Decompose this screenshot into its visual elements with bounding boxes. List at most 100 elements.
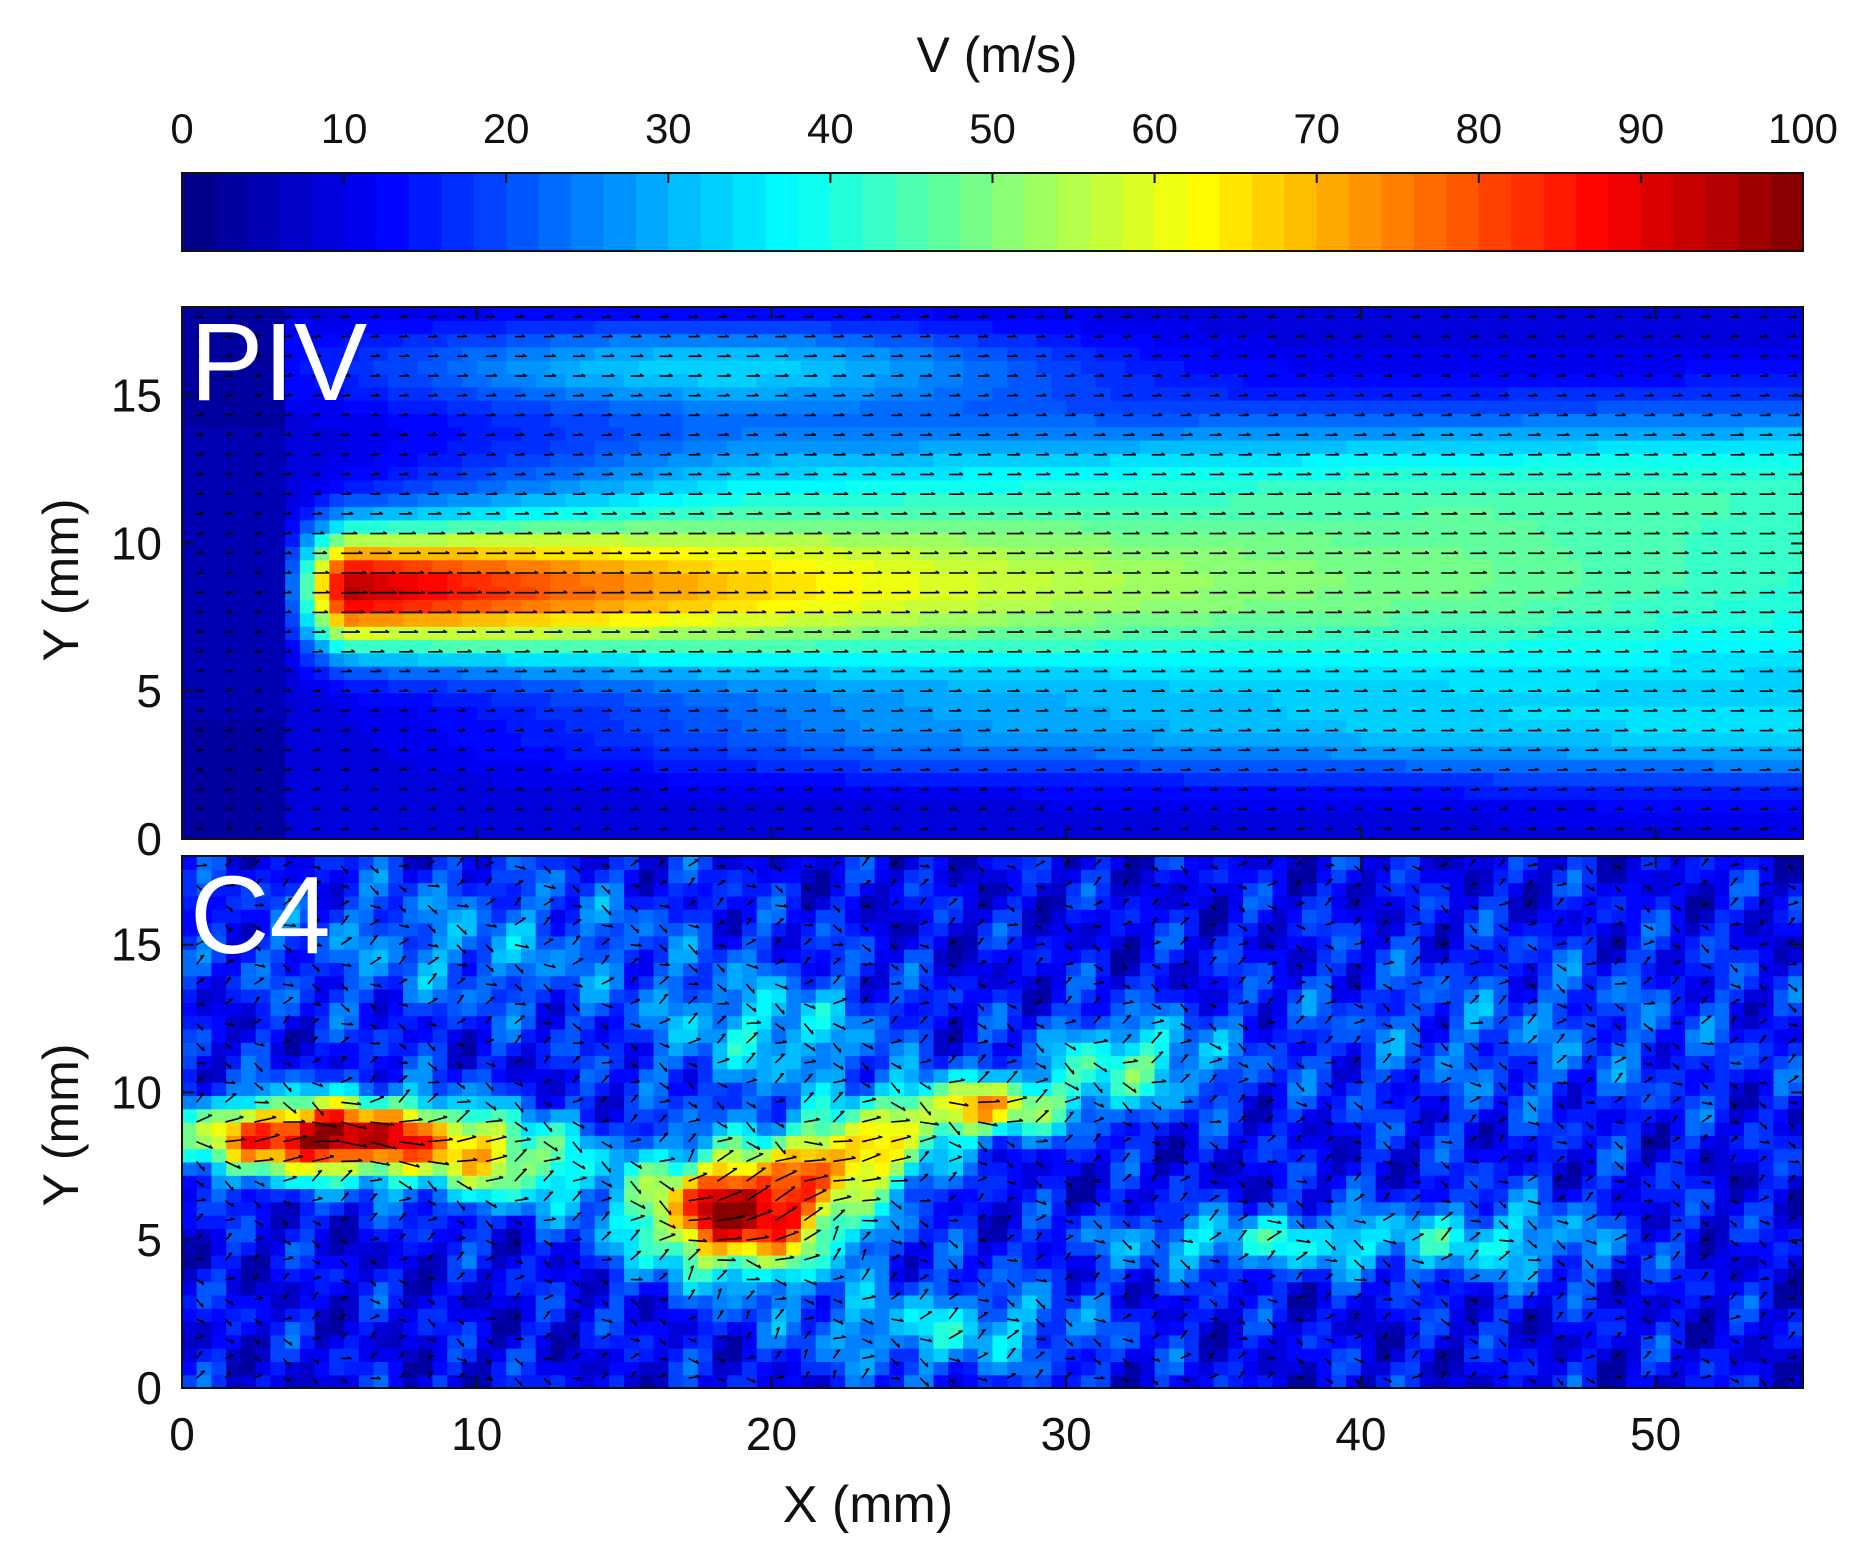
heatmap-cell [992, 519, 1008, 534]
heatmap-cell [638, 533, 655, 547]
heatmap-cell [1272, 706, 1288, 720]
heatmap-cell [1626, 612, 1642, 627]
heatmap-cell [918, 692, 935, 707]
heatmap-cell [1316, 626, 1333, 641]
heatmap-cell [1213, 706, 1229, 720]
velocity-arrowhead [345, 708, 350, 712]
heatmap-cell [1139, 506, 1156, 521]
heatmap-cell [1523, 825, 1539, 839]
heatmap-cell [388, 320, 404, 335]
velocity-arrowhead [257, 806, 262, 811]
heatmap-cell [1316, 307, 1333, 321]
heatmap-cell [1508, 732, 1524, 747]
heatmap-cell [1523, 679, 1539, 694]
velocity-arrowhead [287, 393, 293, 397]
heatmap-cell [358, 400, 375, 414]
heatmap-cell [1626, 719, 1642, 734]
heatmap-cell [1169, 612, 1185, 627]
heatmap-cell [800, 745, 817, 760]
heatmap-cell [1139, 719, 1156, 734]
heatmap-cell [683, 719, 699, 734]
heatmap-cell [859, 626, 876, 641]
heatmap-cell [1581, 573, 1598, 587]
heatmap-cell [1744, 732, 1760, 747]
heatmap-cell [1066, 626, 1082, 641]
heatmap-cell [1110, 745, 1126, 760]
heatmap-cell [859, 413, 876, 428]
heatmap-cell [1773, 533, 1789, 547]
heatmap-cell [1139, 360, 1156, 375]
heatmap-cell [741, 612, 758, 627]
heatmap-cell [786, 732, 802, 747]
heatmap-cell [1493, 812, 1509, 827]
heatmap-cell [1021, 666, 1038, 680]
velocity-arrowhead [403, 806, 408, 811]
heatmap-cell [1596, 493, 1613, 508]
heatmap-cell [1788, 706, 1803, 720]
heatmap-cell [314, 533, 330, 547]
heatmap-cell [1272, 453, 1288, 468]
heatmap-cell [859, 479, 876, 494]
heatmap-cell [1493, 559, 1509, 574]
heatmap-cell [1051, 652, 1067, 667]
heatmap-cell [1699, 599, 1716, 614]
heatmap-cell [874, 745, 890, 760]
heatmap-cell [1390, 320, 1406, 335]
heatmap-cell [948, 320, 964, 335]
heatmap-cell [1257, 373, 1274, 388]
heatmap-cell [314, 573, 330, 587]
heatmap-cell [1434, 307, 1450, 321]
heatmap-cell [432, 440, 448, 454]
heatmap-cell [1375, 599, 1391, 614]
heatmap-cell [461, 599, 478, 614]
heatmap-cell [786, 493, 802, 508]
heatmap-cell [683, 825, 699, 839]
heatmap-cell [1021, 692, 1038, 707]
heatmap-cell [1626, 812, 1642, 827]
heatmap-cell [1508, 320, 1524, 335]
heatmap-cell [1611, 346, 1627, 361]
heatmap-cell [948, 373, 964, 388]
heatmap-cell [299, 732, 316, 747]
heatmap-cell [786, 559, 802, 574]
heatmap-cell [1552, 599, 1568, 614]
heatmap-cell [1051, 333, 1067, 348]
heatmap-cell [491, 307, 507, 321]
heatmap-cell [1154, 812, 1170, 827]
heatmap-cell [1699, 559, 1716, 574]
heatmap-cell [565, 652, 581, 667]
heatmap-cell [1449, 533, 1465, 547]
heatmap-cell [963, 506, 979, 521]
heatmap-cell [506, 612, 522, 627]
heatmap-cell [1670, 639, 1686, 654]
heatmap-cell [1272, 386, 1288, 401]
velocity-arrowhead [461, 728, 467, 732]
heatmap-cell [653, 307, 669, 321]
velocity-arrowhead [347, 668, 353, 673]
heatmap-cell [535, 692, 552, 707]
heatmap-cell [1169, 692, 1185, 707]
heatmap-cell [1685, 812, 1701, 827]
heatmap-cell [727, 706, 743, 720]
heatmap-cell [1464, 346, 1480, 361]
heatmap-cell [520, 706, 537, 720]
heatmap-cell [506, 373, 522, 388]
heatmap-cell [1464, 745, 1480, 760]
heatmap-cell [933, 599, 949, 614]
heatmap-cell [1095, 692, 1111, 707]
heatmap-cell [535, 307, 552, 321]
heatmap-cell [417, 346, 434, 361]
heatmap-cell [948, 825, 964, 839]
heatmap-cell [845, 759, 861, 774]
heatmap-cell [1375, 626, 1391, 641]
heatmap-cell [579, 413, 596, 428]
heatmap-cell [1405, 652, 1421, 667]
heatmap-cell [1228, 440, 1244, 454]
heatmap-cell [1596, 626, 1613, 641]
heatmap-cell [565, 732, 581, 747]
heatmap-cell [314, 626, 330, 641]
velocity-arrowhead [228, 570, 233, 574]
heatmap-cell [417, 692, 434, 707]
heatmap-cell [624, 652, 640, 667]
heatmap-cell [638, 626, 655, 641]
